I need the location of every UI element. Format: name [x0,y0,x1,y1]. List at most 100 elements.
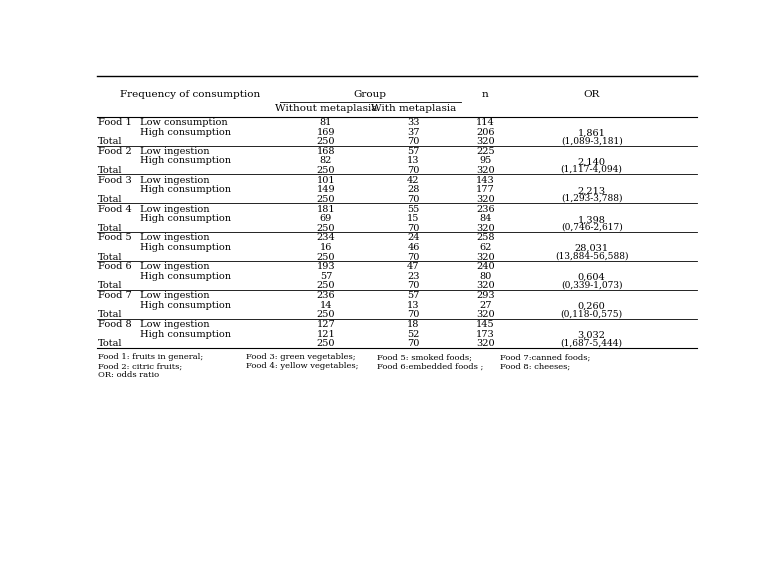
Text: Total: Total [98,339,122,348]
Text: n: n [482,90,489,99]
Text: 250: 250 [317,137,335,146]
Text: 114: 114 [476,118,495,127]
Text: 70: 70 [407,253,420,261]
Text: 258: 258 [476,234,495,242]
Text: 1,861: 1,861 [577,129,605,138]
Text: 24: 24 [407,234,420,242]
Text: Food 6:embedded foods ;: Food 6:embedded foods ; [378,363,484,370]
Text: Total: Total [98,195,122,204]
Text: 320: 320 [476,166,495,175]
Text: 1,398: 1,398 [577,216,605,224]
Text: Low consumption: Low consumption [140,118,228,127]
Text: OR: OR [584,90,600,99]
Text: 81: 81 [320,118,332,127]
Text: 2,213: 2,213 [577,187,606,195]
Text: (1,089-3,181): (1,089-3,181) [560,136,622,145]
Text: 13: 13 [407,301,420,310]
Text: 236: 236 [317,291,335,300]
Text: Low ingestion: Low ingestion [140,262,210,271]
Text: 143: 143 [476,175,495,185]
Text: 293: 293 [476,291,495,300]
Text: 69: 69 [320,214,332,223]
Text: Total: Total [98,310,122,320]
Text: 18: 18 [407,320,420,329]
Text: 46: 46 [407,243,420,252]
Text: 55: 55 [407,205,420,214]
Text: 14: 14 [320,301,332,310]
Text: Food 1: fruits in general;: Food 1: fruits in general; [98,353,204,361]
Text: High consumption: High consumption [140,156,231,166]
Text: 240: 240 [476,262,495,271]
Text: Food 4: Food 4 [98,205,132,214]
Text: 37: 37 [407,128,420,137]
Text: High consumption: High consumption [140,214,231,223]
Text: Food 2: Food 2 [98,147,132,156]
Text: 84: 84 [479,214,491,223]
Text: 250: 250 [317,281,335,290]
Text: Low ingestion: Low ingestion [140,234,210,242]
Text: Food 3: Food 3 [98,175,132,185]
Text: (1,117-4,094): (1,117-4,094) [560,165,622,174]
Text: 250: 250 [317,195,335,204]
Text: Food 4: yellow vegetables;: Food 4: yellow vegetables; [245,363,358,370]
Text: Frequency of consumption: Frequency of consumption [120,90,260,99]
Text: 320: 320 [476,281,495,290]
Text: Food 7:canned foods;: Food 7:canned foods; [500,353,591,361]
Text: 80: 80 [479,272,491,281]
Text: Food 8: Food 8 [98,320,132,329]
Text: 320: 320 [476,224,495,233]
Text: Total: Total [98,281,122,290]
Text: Group: Group [353,90,386,99]
Text: 27: 27 [479,301,491,310]
Text: 250: 250 [317,224,335,233]
Text: Without metaplasia: Without metaplasia [275,104,377,113]
Text: 82: 82 [320,156,332,166]
Text: 320: 320 [476,137,495,146]
Text: 225: 225 [476,147,495,156]
Text: (13,884-56,588): (13,884-56,588) [555,252,628,260]
Text: 101: 101 [317,175,335,185]
Text: 145: 145 [476,320,495,329]
Text: OR: odds ratio: OR: odds ratio [98,371,159,379]
Text: High consumption: High consumption [140,243,231,252]
Text: 236: 236 [476,205,495,214]
Text: Total: Total [98,253,122,261]
Text: 234: 234 [317,234,335,242]
Text: 70: 70 [407,224,420,233]
Text: Low ingestion: Low ingestion [140,320,210,329]
Text: 70: 70 [407,310,420,320]
Text: 28,031: 28,031 [574,244,608,253]
Text: 127: 127 [317,320,335,329]
Text: 70: 70 [407,137,420,146]
Text: 23: 23 [407,272,420,281]
Text: 250: 250 [317,339,335,348]
Text: High consumption: High consumption [140,185,231,194]
Text: 42: 42 [407,175,420,185]
Text: 28: 28 [407,185,420,194]
Text: 149: 149 [317,185,335,194]
Text: Food 5: Food 5 [98,234,132,242]
Text: 15: 15 [407,214,420,223]
Text: 57: 57 [320,272,332,281]
Text: 16: 16 [320,243,332,252]
Text: 177: 177 [476,185,495,194]
Text: Food 6: Food 6 [98,262,132,271]
Text: (0,746-2,617): (0,746-2,617) [560,223,622,232]
Text: 320: 320 [476,310,495,320]
Text: 250: 250 [317,166,335,175]
Text: High consumption: High consumption [140,272,231,281]
Text: 57: 57 [407,291,420,300]
Text: High consumption: High consumption [140,128,231,137]
Text: 70: 70 [407,195,420,204]
Text: (0,118-0,575): (0,118-0,575) [560,309,623,318]
Text: 52: 52 [407,329,420,339]
Text: 70: 70 [407,166,420,175]
Text: 320: 320 [476,339,495,348]
Text: 0,260: 0,260 [577,302,605,311]
Text: 13: 13 [407,156,420,166]
Text: 206: 206 [476,128,495,137]
Text: 250: 250 [317,310,335,320]
Text: Low ingestion: Low ingestion [140,291,210,300]
Text: (0,339-1,073): (0,339-1,073) [561,280,622,289]
Text: 70: 70 [407,339,420,348]
